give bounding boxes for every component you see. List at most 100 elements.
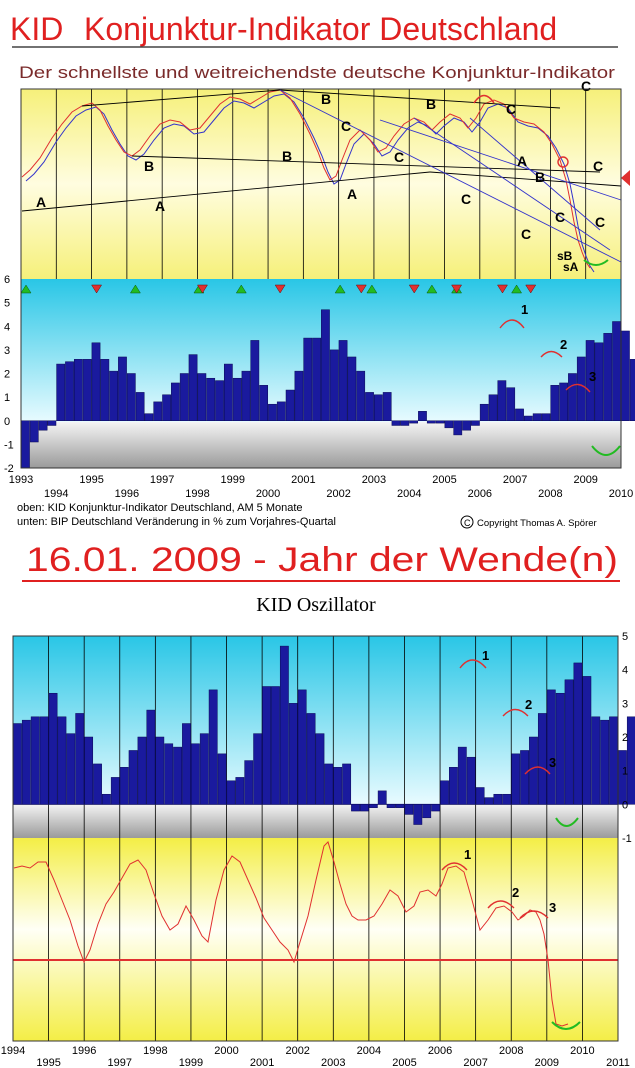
copyright-c-glyph: C [464,518,471,528]
osc-bar [244,760,254,805]
osc-line-peak-number: 3 [549,900,556,915]
osc-line [13,841,569,1027]
bottom-x-tick-label: 2008 [499,1045,523,1057]
peak-marker-arc [473,94,495,104]
osc-line-trough-arc [551,1021,581,1030]
bip-bar [612,321,621,421]
bip-y-tick-label: 3 [4,345,10,357]
sell-signal-triangle [497,284,508,294]
osc-bar [413,804,423,825]
bip-bar [418,411,427,421]
bip-bar [515,408,524,421]
bip-bar [488,394,498,422]
bip-bar [321,309,330,421]
bottom-x-tick-label: 1996 [72,1045,96,1057]
bottom-x-tick-label: 2004 [357,1045,381,1057]
osc-bar [182,723,191,805]
sell-signal-triangle [451,284,463,294]
trend-annotation-label: C [341,118,351,134]
osc-y-tick-label: 4 [622,665,628,677]
bip-y-tick-label: 4 [4,321,10,333]
osc-bar [271,686,280,805]
bip-bar [144,413,154,422]
bip-bars [21,309,635,469]
osc-bar [93,763,102,805]
osc-bar [502,793,512,805]
osc-line-peak-number: 1 [464,847,471,862]
trend-annotation-label: B [144,158,154,174]
osc-line-peak-arc [441,862,468,871]
osc-markers: 1 2 3 [459,648,579,827]
bip-y-tick-label: -1 [4,439,14,451]
osc-peak-arc [524,766,551,775]
bip-bar [621,330,630,422]
bip-bar [347,356,357,421]
bip-y-axis: 6 5 4 3 2 1 0 -1 -2 [4,274,14,475]
bip-y-tick-label: -2 [4,463,14,475]
bottom-x-tick-label: 2011 [606,1057,630,1068]
osc-line-background [13,838,618,1041]
bip-bar [453,420,463,436]
osc-y-tick-label: 1 [622,766,628,778]
osc-bar [573,662,583,805]
bottom-x-tick-label: 2009 [535,1057,559,1068]
headline: 16.01. 2009 - Jahr der Wende(n) [26,541,618,579]
osc-bar [306,713,316,805]
bip-bar [329,349,339,421]
bottom-x-tick-label: 2010 [570,1045,594,1057]
osc-line-peak-number: 2 [512,885,519,900]
osc-bar [466,756,476,805]
bip-bar [426,420,436,424]
osc-bar [529,736,538,805]
top-x-tick-label: 1999 [221,474,245,486]
bottom-x-tick-label: 1999 [179,1057,203,1068]
bip-bar [188,354,198,422]
bip-peak-number: 2 [560,337,567,352]
osc-line-gridlines [48,838,583,1041]
top-x-tick-label: 2009 [573,474,597,486]
bip-bar [391,420,401,426]
osc-bar [208,689,218,805]
osc-bar [235,777,245,805]
sell-signal-triangle [197,284,208,294]
bottom-x-tick-label: 2006 [428,1045,452,1057]
bip-bar [162,394,171,422]
bip-bar [179,373,189,421]
top-panel-background [21,89,621,279]
top-x-tick-label: 1996 [115,488,139,500]
bottom-x-tick-label: 2002 [285,1045,309,1057]
bip-bar [303,337,313,421]
bip-bar [400,420,410,426]
bip-bar [550,385,560,421]
bottom-x-axis: 1994 1996 1998 2000 2002 2004 2006 2008 2010 1995… [1,1045,630,1068]
top-x-tick-label: 2002 [326,488,350,500]
bip-bar [241,370,251,422]
bip-bar [126,373,136,421]
trend-annotation-label: C [521,226,531,242]
bip-bar [312,337,321,421]
buy-signal-triangle [426,284,438,294]
osc-bar [626,716,635,805]
bip-trough-arc [591,445,621,456]
osc-y-tick-label: 3 [622,698,628,710]
sell-signal-triangle [355,284,367,294]
bip-peak-arc [565,383,591,393]
osc-bar [288,703,298,805]
buy-signal-triangle [129,284,141,294]
bottom-x-tick-label: 2000 [214,1045,238,1057]
osc-bar [226,780,236,805]
osc-bar [84,736,94,805]
bip-y-tick-label: 6 [4,274,10,286]
bip-bar [118,356,127,421]
top-x-axis: 1993 1995 1997 1999 2001 2003 2005 2007 2009 1994… [9,474,633,500]
bip-peak-number: 1 [521,302,528,317]
bip-y-tick-label: 1 [4,392,10,404]
osc-bar [493,793,503,805]
title-text: Konjunktur-Indikator Deutschland [84,11,557,47]
bip-bar [206,377,216,422]
trend-line [469,117,601,231]
top-x-tick-label: 2006 [468,488,492,500]
osc-bar [128,750,138,805]
osc-bar [351,804,360,812]
